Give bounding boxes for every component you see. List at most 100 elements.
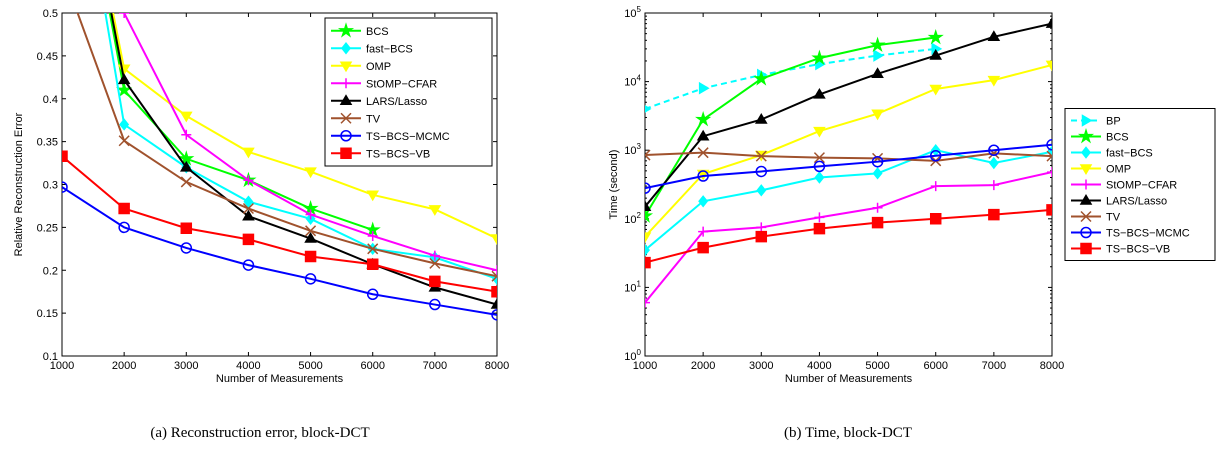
data-point: [754, 113, 768, 124]
series-layer: [62, 13, 497, 321]
data-point: [304, 273, 317, 285]
y-tick-label: 100: [624, 348, 641, 363]
data-point: [243, 195, 254, 208]
data-point: [813, 126, 826, 138]
data-point: [1046, 204, 1052, 216]
series-line: [645, 22, 1052, 208]
data-point: [698, 195, 709, 208]
x-tick-label: 1000: [633, 360, 657, 372]
y-tick-label: 0.15: [37, 308, 58, 320]
data-point: [491, 309, 497, 321]
caption: (b) Time, block-DCT: [784, 425, 912, 441]
series-line: [645, 143, 1052, 190]
data-point: [929, 84, 943, 96]
data-point: [181, 129, 192, 140]
data-point: [756, 184, 767, 197]
data-point: [814, 171, 825, 184]
y-tick-label: 104: [624, 74, 641, 89]
data-point: [871, 109, 884, 121]
y-tick-label: 0.4: [43, 94, 58, 106]
data-point: [755, 165, 768, 178]
series-line: [62, 186, 497, 316]
legend-label: TV: [366, 113, 381, 125]
data-point: [645, 243, 650, 257]
legend-label: TV: [1106, 212, 1121, 224]
legend-marker: [1077, 128, 1095, 144]
data-point: [929, 213, 942, 225]
data-point: [242, 233, 255, 246]
data-point: [814, 212, 825, 223]
data-point: [697, 170, 709, 182]
y-tick-label: 103: [624, 142, 641, 157]
series-line: [112, 13, 497, 240]
data-point: [62, 181, 68, 193]
legend-label: TS−BCS−MCMC: [366, 131, 450, 143]
data-point: [118, 135, 130, 147]
x-tick-label: 3000: [749, 360, 773, 372]
series-line: [108, 13, 374, 231]
data-point: [988, 208, 1000, 221]
data-point: [698, 81, 710, 95]
legend-label: TS−BCS−VB: [1106, 244, 1170, 256]
data-point: [367, 230, 378, 241]
data-point: [872, 202, 883, 213]
legend-label: fast−BCS: [1106, 148, 1153, 160]
data-point: [118, 202, 130, 215]
legend-marker: [1080, 210, 1092, 223]
legend-label: BCS: [1106, 132, 1129, 144]
data-point: [988, 144, 1000, 156]
data-point: [118, 221, 130, 234]
x-tick-label: 1000: [50, 360, 74, 372]
data-point: [697, 241, 709, 254]
series-line: [76, 13, 497, 278]
x-tick-label: 7000: [982, 360, 1006, 372]
legend-marker: [339, 61, 353, 73]
legend-box: [324, 17, 493, 167]
series-line: [645, 36, 936, 217]
series-line: [645, 171, 1052, 304]
data-point: [366, 288, 379, 300]
data-point: [698, 226, 709, 237]
data-point: [987, 30, 1001, 42]
data-point: [697, 147, 709, 159]
data-point: [428, 205, 442, 216]
series-line: [104, 13, 497, 280]
data-point: [429, 275, 441, 288]
data-point: [871, 156, 884, 168]
series-line: [645, 63, 1052, 238]
data-point: [366, 258, 379, 270]
x-axis-label: Number of Measurements: [785, 373, 913, 385]
legend-marker: [339, 94, 353, 105]
data-point: [811, 49, 828, 65]
series-line: [645, 149, 1052, 251]
data-point: [490, 298, 497, 309]
legend-marker: [341, 42, 351, 55]
data-point: [930, 181, 941, 192]
data-point: [179, 111, 193, 123]
x-axis-label: Number of Measurements: [216, 373, 344, 385]
y-tick-label: 0.45: [37, 51, 58, 63]
data-point: [367, 243, 379, 255]
data-point: [988, 180, 999, 191]
y-tick-label: 0.25: [37, 222, 58, 234]
data-point: [491, 285, 497, 298]
legend-marker: [1080, 242, 1092, 255]
series-line: [645, 208, 1052, 264]
legend-marker: [1079, 164, 1093, 175]
data-point: [242, 259, 255, 271]
legend-label: LARS/Lasso: [366, 96, 427, 108]
data-point: [645, 200, 652, 211]
data-point: [119, 13, 130, 18]
y-tick-label: 102: [624, 211, 641, 226]
legend-label: BCS: [366, 26, 389, 38]
legend-marker: [341, 78, 351, 89]
legend-marker: [1081, 114, 1093, 127]
legend-label: OMP: [1106, 164, 1131, 176]
data-point: [429, 298, 441, 311]
x-tick-label: 3000: [174, 360, 198, 372]
data-point: [429, 250, 440, 261]
data-point: [366, 190, 380, 202]
series-line: [645, 151, 1052, 162]
data-point: [645, 149, 651, 161]
